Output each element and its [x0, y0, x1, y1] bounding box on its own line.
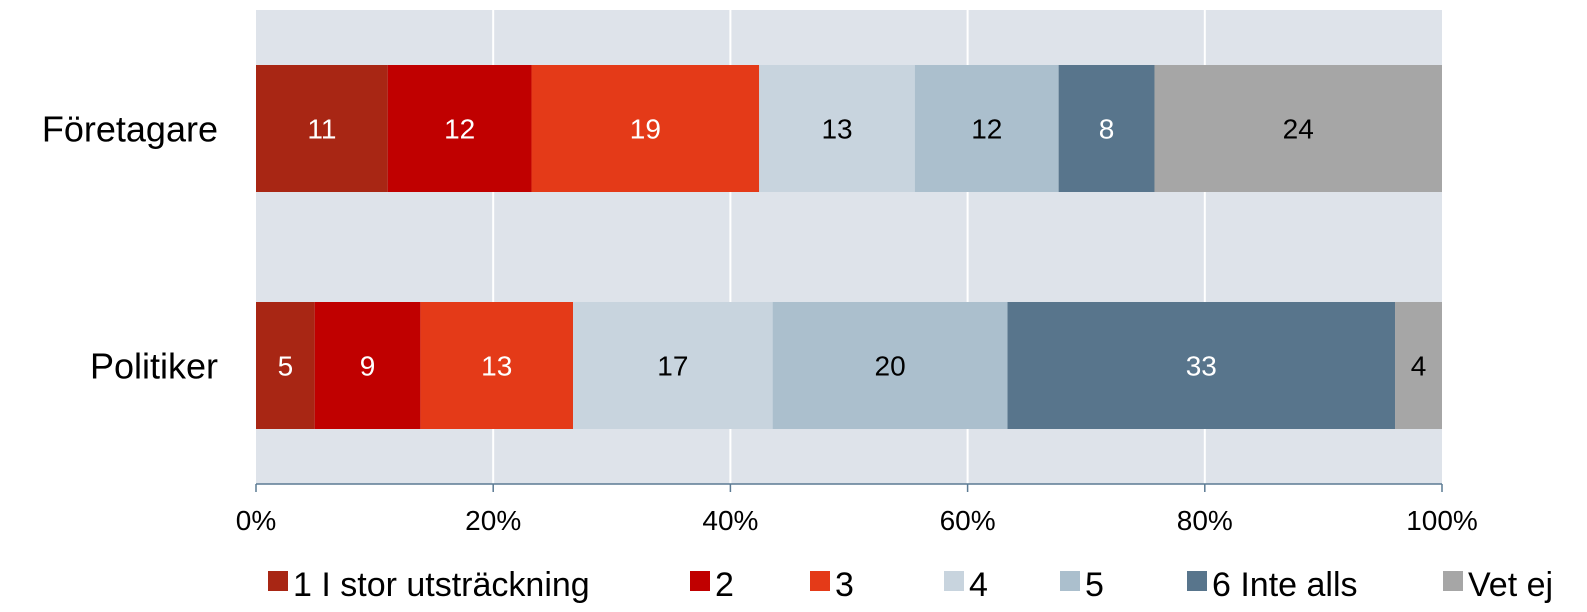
legend-swatch: [1060, 571, 1080, 591]
data-label: 8: [1099, 114, 1115, 145]
data-label: 20: [875, 351, 906, 382]
data-label: 11: [307, 114, 336, 145]
legend-swatch: [1187, 571, 1207, 591]
data-label: 12: [444, 114, 475, 145]
bar-segment: [1058, 65, 1155, 192]
legend-item: 6 Inte alls: [1187, 566, 1358, 604]
legend: 1 I stor utsträckning 2 3 4 5 6 Inte alls Vet …: [268, 566, 1553, 604]
bar-segment: [420, 302, 574, 429]
legend-item: 1 I stor utsträckning: [268, 566, 590, 604]
data-label: 13: [481, 351, 512, 382]
data-label: 33: [1186, 351, 1217, 382]
category-labels: Företagare Politiker: [42, 109, 218, 387]
bar-segment: [256, 65, 388, 192]
x-tick-label: 40%: [702, 505, 758, 536]
legend-label: Vet ej: [1468, 566, 1553, 604]
legend-label: 1 I stor utsträckning: [293, 566, 590, 604]
legend-label: 6 Inte alls: [1212, 566, 1358, 604]
x-tick-label: 80%: [1177, 505, 1233, 536]
data-label: 9: [360, 351, 376, 382]
x-tick-label: 20%: [465, 505, 521, 536]
legend-swatch: [690, 571, 710, 591]
category-label: Företagare: [42, 109, 218, 150]
bar-segment: [314, 302, 421, 429]
bar-segment: [1007, 302, 1396, 429]
bar-segment: [914, 65, 1059, 192]
bar-segment: [531, 65, 760, 192]
data-labels: 11 12 19 13 12 8 24 5 9 13 17 20 33 4: [278, 114, 1427, 382]
data-label: 5: [278, 351, 294, 382]
x-tick-label: 100%: [1406, 505, 1478, 536]
bar-segment: [387, 65, 532, 192]
data-label: 19: [630, 114, 661, 145]
x-axis: 0% 20% 40% 60% 80% 100%: [236, 483, 1478, 536]
legend-item: 2: [690, 566, 734, 604]
legend-item: 3: [810, 566, 854, 604]
data-label: 13: [821, 114, 852, 145]
bar-segment: [759, 65, 915, 192]
legend-swatch: [268, 571, 288, 591]
data-label: 4: [1411, 351, 1427, 382]
legend-label: 4: [969, 566, 988, 604]
bar-segment: [1154, 65, 1442, 192]
x-tick-label: 0%: [236, 505, 276, 536]
legend-swatch: [944, 571, 964, 591]
legend-item: 4: [944, 566, 988, 604]
legend-item: Vet ej: [1443, 566, 1553, 604]
data-label: 24: [1283, 114, 1314, 145]
legend-swatch: [810, 571, 830, 591]
legend-item: 5: [1060, 566, 1104, 604]
category-label: Politiker: [90, 346, 218, 387]
bars: [256, 65, 1442, 429]
data-label: 12: [971, 114, 1002, 145]
legend-swatch: [1443, 571, 1463, 591]
bar-segment: [772, 302, 1008, 429]
bar-segment: [256, 302, 315, 429]
data-label: 17: [657, 351, 688, 382]
legend-label: 5: [1085, 566, 1104, 604]
bar-segment: [1395, 302, 1442, 429]
bar-segment: [573, 302, 773, 429]
legend-label: 3: [835, 566, 854, 604]
legend-label: 2: [715, 566, 734, 604]
x-tick-label: 60%: [940, 505, 996, 536]
